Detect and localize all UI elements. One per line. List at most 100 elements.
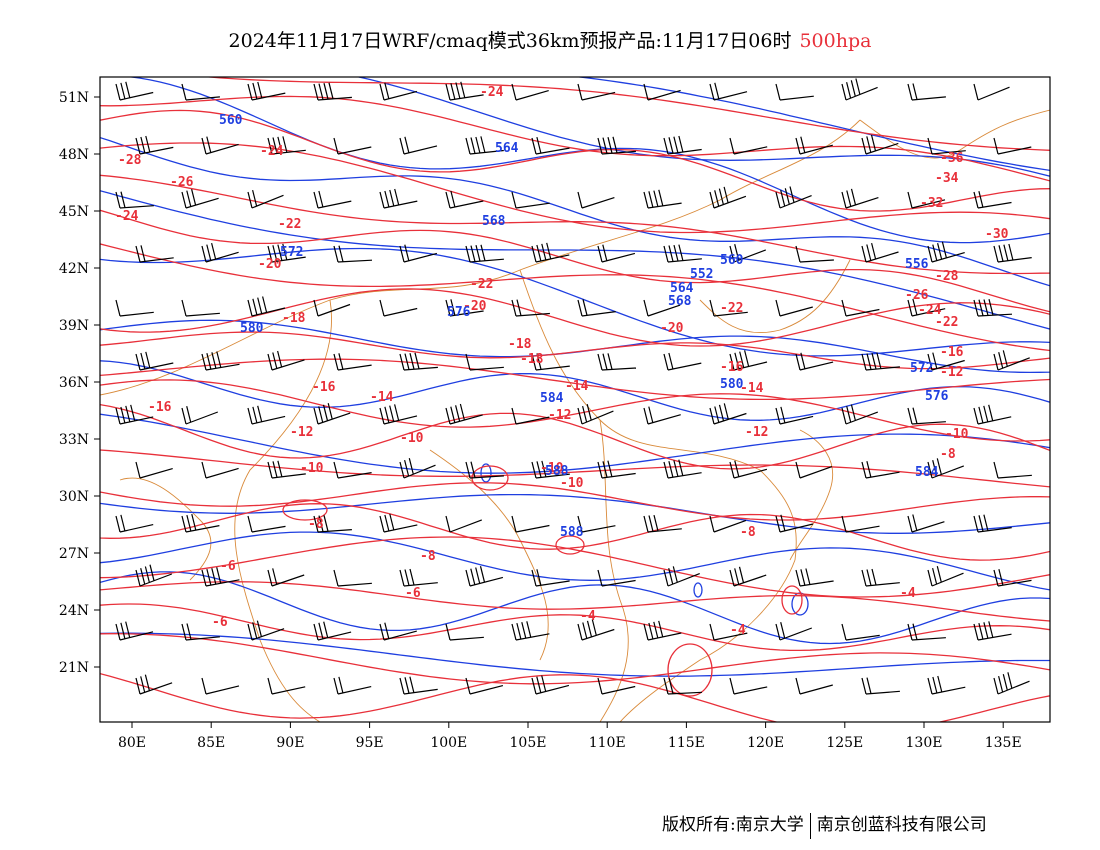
- temperature-label: -24: [480, 85, 504, 100]
- wind-barb: [535, 473, 570, 479]
- x-tick-label: 105E: [510, 735, 547, 751]
- wind-barb-feather: [115, 191, 121, 209]
- wind-barb-feather: [459, 403, 465, 421]
- wind-barb-feather: [973, 83, 979, 101]
- wind-barb-feather: [668, 568, 674, 585]
- temperature-label: -32: [920, 196, 943, 211]
- wind-barb-feather: [841, 83, 847, 101]
- wind-barb-feather: [577, 299, 583, 317]
- wind-barb-feather: [379, 407, 385, 425]
- wind-barb: [713, 412, 747, 425]
- wind-barb-feather: [993, 353, 999, 371]
- temperature-contour: [100, 358, 1050, 401]
- wind-barb-feather: [993, 137, 999, 155]
- wind-barb: [845, 86, 878, 101]
- wind-barb-feather: [998, 675, 1004, 693]
- wind-barb: [535, 254, 570, 263]
- wind-barb-feather: [541, 243, 547, 261]
- wind-barb-feather: [871, 242, 877, 260]
- wind-barb-feather: [475, 245, 481, 262]
- wind-barb: [931, 150, 966, 155]
- wind-barb-feather: [998, 352, 1004, 369]
- wind-barb-feather: [465, 569, 471, 587]
- wind-barb-feather: [998, 245, 1004, 262]
- wind-barb-feather: [206, 353, 212, 370]
- wind-barb-feather: [144, 674, 150, 691]
- wind-barb-feather: [135, 569, 141, 587]
- wind-barb-feather: [582, 299, 588, 316]
- wind-barb-feather: [115, 299, 121, 317]
- wind-barb-feather: [313, 299, 319, 317]
- wind-barb: [977, 633, 1012, 641]
- wind-barb-feather: [912, 623, 918, 640]
- wind-barb-feather: [907, 407, 913, 425]
- wind-barb-feather: [841, 623, 847, 641]
- wind-barb-feather: [866, 136, 872, 153]
- wind-barb: [317, 96, 352, 101]
- wind-barb-feather: [978, 622, 984, 640]
- wind-barb: [271, 149, 306, 155]
- wind-barb: [119, 311, 154, 317]
- wind-barb: [865, 142, 899, 155]
- wind-barb-feather: [932, 567, 938, 585]
- wind-barb-feather: [536, 353, 542, 370]
- wind-barb-feather: [927, 461, 933, 479]
- wind-barb-feather: [988, 404, 994, 421]
- wind-barb-feather: [191, 513, 197, 531]
- wind-barb: [251, 307, 286, 317]
- wind-barb-feather: [866, 569, 872, 586]
- wind-barb-feather: [531, 353, 537, 371]
- wind-barb: [205, 363, 240, 371]
- wind-barb-feather: [577, 515, 583, 533]
- wind-barb-feather: [1002, 674, 1008, 691]
- wind-barb-feather: [850, 404, 856, 421]
- temperature-label: -10: [945, 427, 969, 442]
- wind-barb-feather: [936, 566, 942, 583]
- wind-barb-feather: [181, 191, 187, 209]
- wind-barb: [449, 94, 484, 101]
- wind-barb-feather: [983, 622, 989, 639]
- temperature-contour: [100, 603, 1050, 652]
- wind-barb-feather: [323, 83, 329, 100]
- wind-barb: [779, 95, 814, 101]
- height-label: 572: [280, 245, 303, 260]
- wind-barb: [865, 471, 900, 479]
- wind-barb: [139, 573, 173, 587]
- wind-barb: [713, 632, 748, 641]
- y-tick-label: 39N: [59, 318, 89, 334]
- title-main: 2024年11月17日WRF/cmaq模式36km预报产品:11月17日06时: [228, 30, 792, 52]
- wind-barb: [647, 202, 682, 209]
- wind-barb-feather: [414, 352, 420, 369]
- wind-barb-feather: [521, 622, 527, 639]
- wind-barb: [119, 524, 154, 533]
- wind-barb-feather: [577, 83, 583, 101]
- wind-barb-feather: [855, 78, 861, 95]
- wind-barb-feather: [531, 137, 537, 155]
- wind-barb-feather: [1007, 672, 1013, 689]
- height-label: 568: [482, 214, 506, 229]
- height-label: 576: [447, 305, 471, 320]
- wind-barb-feather: [333, 353, 339, 371]
- wind-barb: [733, 574, 767, 587]
- wind-barb: [139, 468, 173, 479]
- wind-barb: [601, 367, 636, 371]
- wind-barb-feather: [404, 677, 410, 694]
- footer-divider: [809, 812, 811, 839]
- wind-barb-feather: [871, 568, 877, 586]
- temperature-label: -12: [548, 408, 571, 423]
- wind-barb-feather: [541, 460, 547, 478]
- wind-barb-feather: [607, 137, 613, 154]
- wind-barb-feather: [653, 190, 659, 207]
- temperature-label: -36: [940, 151, 964, 166]
- wind-barb-feather: [135, 353, 141, 371]
- wind-barb-feather: [211, 352, 217, 369]
- wind-barb: [779, 195, 812, 209]
- wind-barb: [535, 365, 570, 371]
- wind-barb-feather: [591, 619, 597, 636]
- wind-barb: [997, 680, 1030, 695]
- y-tick-label: 45N: [59, 204, 89, 220]
- wind-barb-feather: [993, 677, 999, 695]
- wind-barb: [271, 686, 306, 695]
- wind-barb-feather: [709, 515, 715, 533]
- x-tick-label: 85E: [197, 735, 225, 751]
